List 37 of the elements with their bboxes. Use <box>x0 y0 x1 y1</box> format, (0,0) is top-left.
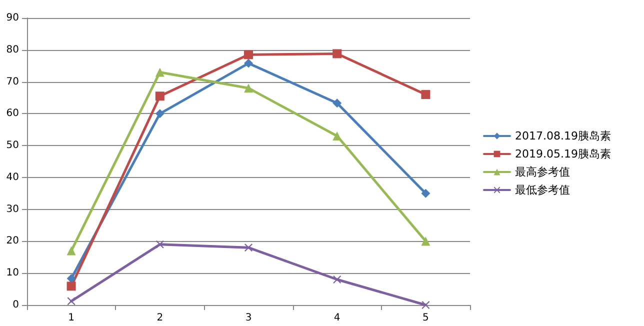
point <box>244 244 252 252</box>
point <box>421 90 430 100</box>
y-tick-label: 50 <box>6 140 19 152</box>
point <box>332 49 342 58</box>
x-tick-label: 3 <box>245 312 252 324</box>
y-tick-label: 20 <box>6 236 19 247</box>
point <box>421 236 430 246</box>
point <box>422 301 430 309</box>
point <box>333 275 342 284</box>
point <box>155 109 164 118</box>
point <box>244 84 253 93</box>
y-tick-label: 30 <box>6 204 19 215</box>
point <box>66 282 76 291</box>
legend-label: 2017.08.19胰岛素 <box>515 130 611 142</box>
x-tick-label: 2 <box>156 312 164 324</box>
point <box>156 240 164 248</box>
point <box>155 68 164 77</box>
y-tick-label: 70 <box>6 76 19 88</box>
x-tick-label: 5 <box>422 312 429 324</box>
legend-label: 最高参考值 <box>515 166 570 178</box>
legend-label: 最低参考值 <box>515 184 570 196</box>
point <box>244 50 253 60</box>
point <box>67 297 76 306</box>
point <box>332 98 342 108</box>
y-tick-label: 90 <box>6 12 19 24</box>
y-tick-label: 10 <box>6 268 19 279</box>
y-tick-label: 60 <box>6 108 19 120</box>
y-tick-label: 80 <box>6 44 19 56</box>
point <box>421 188 430 198</box>
x-tick-label: 1 <box>68 312 74 324</box>
x-tick-label: 4 <box>334 312 340 324</box>
y-tick-label: 40 <box>6 172 19 183</box>
point <box>66 246 76 256</box>
legend-label: 2019.05.19胰岛素 <box>515 148 611 160</box>
point <box>155 92 164 101</box>
point <box>244 58 253 68</box>
y-tick-label: 0 <box>12 300 19 310</box>
